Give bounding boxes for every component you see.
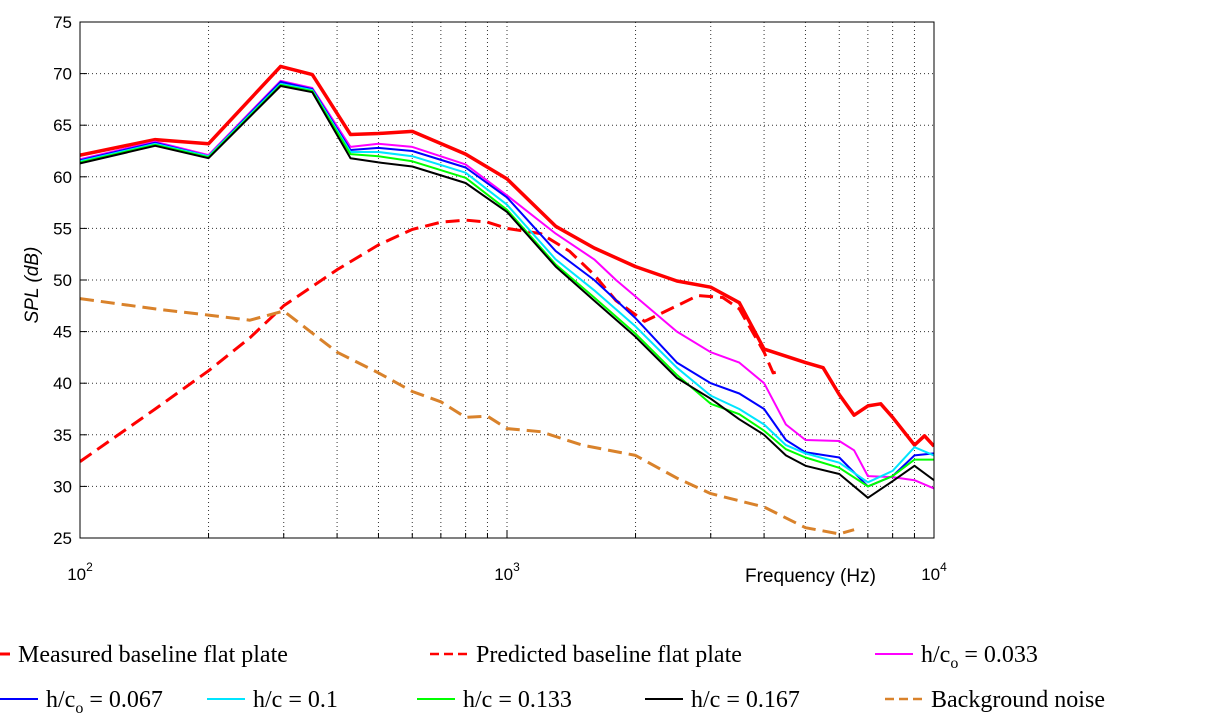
legend-label-h067: h/co = 0.067 — [46, 687, 163, 717]
legend-label-h133: h/c = 0.133 — [463, 687, 572, 713]
y-tick-label: 35 — [53, 426, 72, 445]
legend-label-subscript: o — [950, 655, 958, 672]
legend-item-h167: h/c = 0.167 — [645, 687, 800, 713]
legend-label-text: h/c — [921, 642, 950, 668]
legend-label-value: = 0.033 — [958, 642, 1038, 668]
legend-label-text: Predicted baseline flat plate — [476, 642, 742, 668]
legend-label-h033: h/co = 0.033 — [921, 642, 1038, 672]
series-line-h167 — [80, 85, 934, 499]
y-tick-label: 65 — [53, 116, 72, 135]
plot-area — [80, 64, 934, 536]
series-line-predicted — [80, 218, 783, 463]
legend-label-noise: Background noise — [931, 687, 1105, 713]
legend-label-subscript: o — [75, 700, 83, 717]
legend-label-h167: h/c = 0.167 — [691, 687, 800, 713]
legend-label-measured: Measured baseline flat plate — [18, 642, 288, 668]
series-line-measured — [80, 64, 934, 448]
legend-item-noise: Background noise — [885, 687, 1105, 713]
y-tick-label: 60 — [53, 168, 72, 187]
series-line-noise — [80, 297, 855, 536]
legend-item-h133: h/c = 0.133 — [417, 687, 572, 713]
y-tick-label: 45 — [53, 323, 72, 342]
legend-label-text: h/c — [46, 687, 75, 713]
y-tick-label: 50 — [53, 271, 72, 290]
y-tick-label: 25 — [53, 529, 72, 548]
series-line-h067 — [80, 80, 934, 488]
legend-item-h1: h/c = 0.1 — [207, 687, 338, 713]
y-axis-label: SPL (dB) — [22, 247, 43, 324]
legend-label-text: h/c = 0.167 — [691, 687, 800, 713]
legend-label-text: h/c = 0.1 — [253, 687, 338, 713]
legend: Measured baseline flat plate Predicted ba… — [0, 642, 1105, 717]
legend-item-measured: Measured baseline flat plate — [0, 642, 288, 668]
x-axis-label: Frequency (Hz) — [745, 566, 876, 587]
x-tick-label: 103 — [494, 560, 520, 584]
legend-label-text: h/c = 0.133 — [463, 687, 572, 713]
x-tick-base: 10 — [67, 565, 86, 584]
y-tick-label: 30 — [53, 477, 72, 496]
x-tick-label: 104 — [921, 560, 947, 584]
legend-label-text: Measured baseline flat plate — [18, 642, 288, 668]
y-tick-label: 55 — [53, 219, 72, 238]
y-tick-label: 70 — [53, 65, 72, 84]
x-tick-base: 10 — [921, 565, 940, 584]
x-tick-label: 102 — [67, 560, 93, 584]
series-line-h133 — [80, 84, 934, 488]
x-tick-exponent: 3 — [513, 560, 520, 574]
legend-item-h033: h/co = 0.033 — [875, 642, 1038, 672]
legend-item-h067: h/co = 0.067 — [0, 687, 163, 717]
legend-label-value: = 0.067 — [83, 687, 163, 713]
x-tick-exponent: 4 — [940, 560, 947, 574]
legend-item-predicted: Predicted baseline flat plate — [430, 642, 742, 668]
y-tick-label: 40 — [53, 374, 72, 393]
x-tick-exponent: 2 — [86, 560, 93, 574]
legend-label-text: Background noise — [931, 687, 1105, 713]
y-tick-label: 75 — [53, 13, 72, 32]
legend-label-h1: h/c = 0.1 — [253, 687, 338, 713]
legend-label-predicted: Predicted baseline flat plate — [476, 642, 742, 668]
x-tick-base: 10 — [494, 565, 513, 584]
